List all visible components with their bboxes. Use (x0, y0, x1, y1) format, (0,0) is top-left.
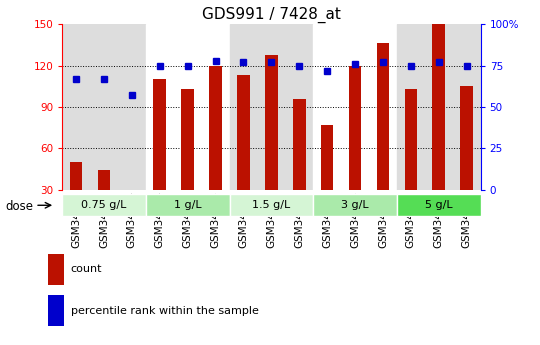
Bar (62, 195, 146, 216)
Title: GDS991 / 7428_at: GDS991 / 7428_at (202, 7, 341, 23)
Bar (118, 24, 146, 190)
Bar (285, 24, 313, 190)
Bar (62, 24, 90, 190)
Bar (48, 295, 64, 326)
Text: 1 g/L: 1 g/L (174, 200, 201, 210)
Text: 1.5 g/L: 1.5 g/L (252, 200, 291, 210)
Bar (313, 24, 341, 190)
Bar (174, 24, 201, 190)
Bar (181, 89, 194, 231)
Bar (397, 24, 425, 190)
Bar (230, 24, 258, 190)
Bar (70, 162, 82, 231)
Bar (349, 66, 361, 231)
Bar (453, 24, 481, 190)
Text: 0.75 g/L: 0.75 g/L (81, 200, 127, 210)
Bar (341, 24, 369, 190)
Bar (425, 24, 453, 190)
Bar (153, 79, 166, 231)
Bar (433, 24, 445, 231)
Bar (210, 66, 222, 231)
Bar (369, 24, 397, 190)
Text: 3 g/L: 3 g/L (341, 200, 369, 210)
Text: count: count (71, 264, 102, 274)
Bar (90, 24, 118, 190)
Bar (48, 254, 64, 285)
Bar (237, 75, 249, 231)
Bar (404, 89, 417, 231)
Bar (265, 55, 278, 231)
Bar (397, 195, 481, 216)
Bar (377, 43, 389, 231)
Text: 5 g/L: 5 g/L (425, 200, 453, 210)
Bar (258, 24, 285, 190)
Bar (461, 86, 473, 231)
Bar (126, 193, 138, 231)
Text: percentile rank within the sample: percentile rank within the sample (71, 306, 259, 315)
Bar (293, 99, 306, 231)
Bar (321, 125, 333, 231)
Bar (98, 170, 110, 231)
Text: dose: dose (5, 200, 33, 214)
Bar (146, 24, 174, 190)
Bar (201, 24, 229, 190)
Bar (146, 195, 230, 216)
Bar (313, 195, 397, 216)
Bar (230, 195, 313, 216)
